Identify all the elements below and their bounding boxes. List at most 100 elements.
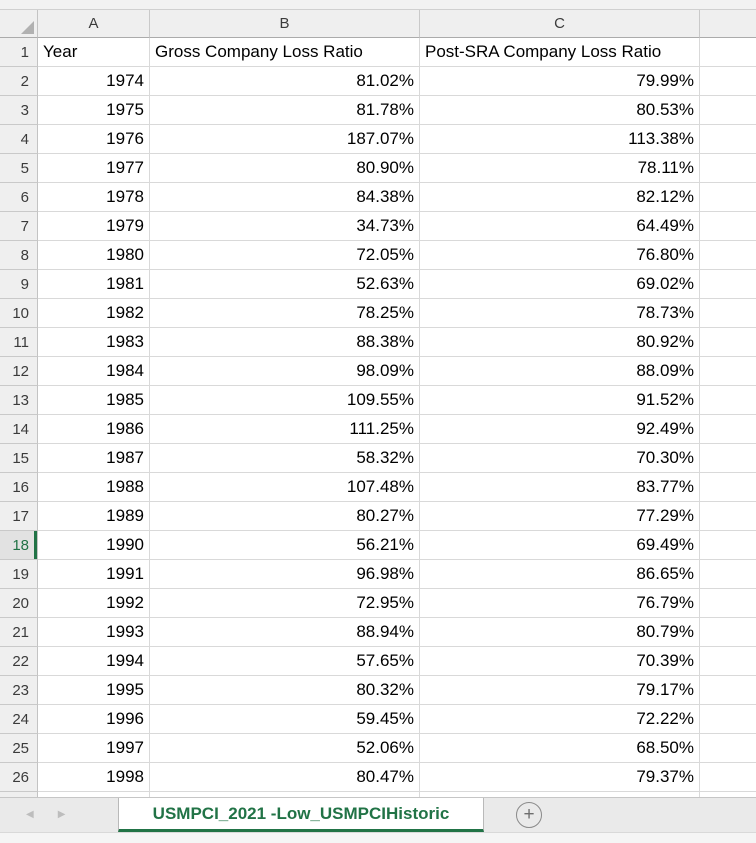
cell-C9[interactable]: 69.02% [420,270,700,299]
row-header-17[interactable]: 17 [0,502,38,531]
cell-B7[interactable]: 34.73% [150,212,420,241]
cell-B20[interactable]: 72.95% [150,589,420,618]
row-header-23[interactable]: 23 [0,676,38,705]
cell-C27[interactable] [420,792,700,797]
cell-B17[interactable]: 80.27% [150,502,420,531]
column-header-B[interactable]: B [150,10,420,38]
row-header-20[interactable]: 20 [0,589,38,618]
cell-A22[interactable]: 1994 [38,647,150,676]
cell-D23[interactable] [700,676,756,705]
cell-A1[interactable]: Year [38,38,150,67]
cell-D21[interactable] [700,618,756,647]
cell-A24[interactable]: 1996 [38,705,150,734]
cell-A21[interactable]: 1993 [38,618,150,647]
active-sheet-tab[interactable]: USMPCI_2021 -Low_USMPCIHistoric [118,798,484,832]
cell-B8[interactable]: 72.05% [150,241,420,270]
cell-B12[interactable]: 98.09% [150,357,420,386]
row-header-10[interactable]: 10 [0,299,38,328]
cell-C21[interactable]: 80.79% [420,618,700,647]
cell-D15[interactable] [700,444,756,473]
cell-A16[interactable]: 1988 [38,473,150,502]
cell-B23[interactable]: 80.32% [150,676,420,705]
select-all-corner[interactable] [0,10,38,38]
next-sheet-icon[interactable]: ▶ [57,809,66,820]
cell-A13[interactable]: 1985 [38,386,150,415]
prev-sheet-icon[interactable]: ◀ [26,809,34,820]
cell-D26[interactable] [700,763,756,792]
cell-B10[interactable]: 78.25% [150,299,420,328]
row-header-26[interactable]: 26 [0,763,38,792]
row-header-12[interactable]: 12 [0,357,38,386]
cell-D13[interactable] [700,386,756,415]
row-header-4[interactable]: 4 [0,125,38,154]
cell-B19[interactable]: 96.98% [150,560,420,589]
cell-A2[interactable]: 1974 [38,67,150,96]
cell-C12[interactable]: 88.09% [420,357,700,386]
cell-C20[interactable]: 76.79% [420,589,700,618]
cell-C19[interactable]: 86.65% [420,560,700,589]
cell-D27[interactable] [700,792,756,797]
cell-C25[interactable]: 68.50% [420,734,700,763]
row-header-13[interactable]: 13 [0,386,38,415]
cell-D24[interactable] [700,705,756,734]
cell-C5[interactable]: 78.11% [420,154,700,183]
cell-B1[interactable]: Gross Company Loss Ratio [150,38,420,67]
cell-B6[interactable]: 84.38% [150,183,420,212]
cell-D7[interactable] [700,212,756,241]
cell-D12[interactable] [700,357,756,386]
row-header-9[interactable]: 9 [0,270,38,299]
cell-B15[interactable]: 58.32% [150,444,420,473]
cell-C22[interactable]: 70.39% [420,647,700,676]
cell-C15[interactable]: 70.30% [420,444,700,473]
cell-D19[interactable] [700,560,756,589]
cell-A3[interactable]: 1975 [38,96,150,125]
row-header-22[interactable]: 22 [0,647,38,676]
cell-C14[interactable]: 92.49% [420,415,700,444]
cell-D22[interactable] [700,647,756,676]
cell-A25[interactable]: 1997 [38,734,150,763]
cell-A19[interactable]: 1991 [38,560,150,589]
row-header-5[interactable]: 5 [0,154,38,183]
cell-A17[interactable]: 1989 [38,502,150,531]
cell-A20[interactable]: 1992 [38,589,150,618]
row-header-24[interactable]: 24 [0,705,38,734]
cell-D5[interactable] [700,154,756,183]
cell-C16[interactable]: 83.77% [420,473,700,502]
cell-B9[interactable]: 52.63% [150,270,420,299]
row-header-16[interactable]: 16 [0,473,38,502]
cell-A11[interactable]: 1983 [38,328,150,357]
cell-B26[interactable]: 80.47% [150,763,420,792]
cell-D9[interactable] [700,270,756,299]
cell-B16[interactable]: 107.48% [150,473,420,502]
cell-A26[interactable]: 1998 [38,763,150,792]
row-header-18[interactable]: 18 [0,531,38,560]
cell-A5[interactable]: 1977 [38,154,150,183]
cell-A10[interactable]: 1982 [38,299,150,328]
cell-D6[interactable] [700,183,756,212]
cell-C18[interactable]: 69.49% [420,531,700,560]
row-header-8[interactable]: 8 [0,241,38,270]
cell-A14[interactable]: 1986 [38,415,150,444]
cell-B27[interactable] [150,792,420,797]
cell-D16[interactable] [700,473,756,502]
cell-A9[interactable]: 1981 [38,270,150,299]
cell-A27[interactable] [38,792,150,797]
cell-C24[interactable]: 72.22% [420,705,700,734]
cell-D18[interactable] [700,531,756,560]
cell-B21[interactable]: 88.94% [150,618,420,647]
cell-B18[interactable]: 56.21% [150,531,420,560]
row-header-11[interactable]: 11 [0,328,38,357]
cell-B5[interactable]: 80.90% [150,154,420,183]
cell-C7[interactable]: 64.49% [420,212,700,241]
cell-C4[interactable]: 113.38% [420,125,700,154]
cell-B25[interactable]: 52.06% [150,734,420,763]
cell-A12[interactable]: 1984 [38,357,150,386]
cell-B4[interactable]: 187.07% [150,125,420,154]
cell-D17[interactable] [700,502,756,531]
cell-D1[interactable] [700,38,756,67]
cell-D25[interactable] [700,734,756,763]
column-header-C[interactable]: C [420,10,700,38]
cell-B3[interactable]: 81.78% [150,96,420,125]
row-header-19[interactable]: 19 [0,560,38,589]
cell-D8[interactable] [700,241,756,270]
